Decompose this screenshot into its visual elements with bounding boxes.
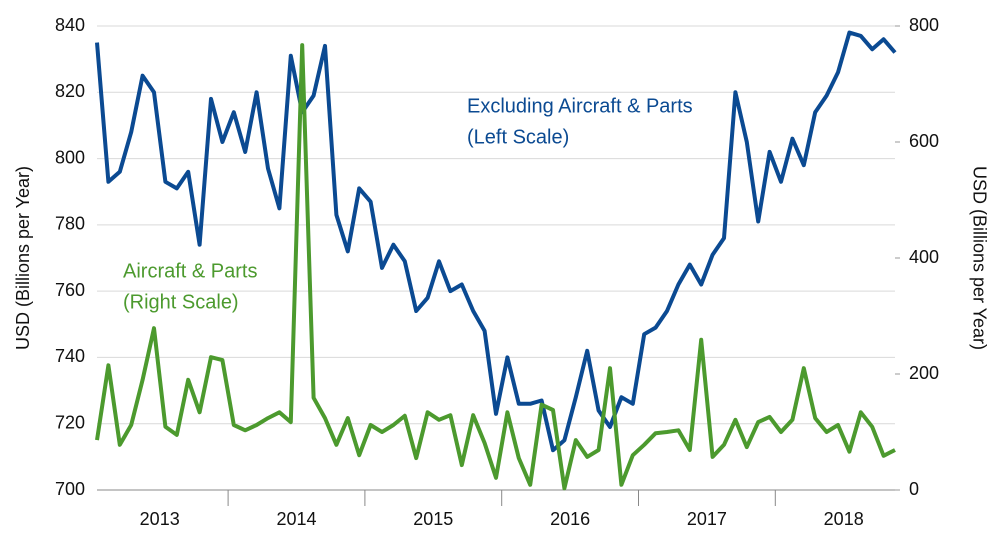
- x-tick-label: 2014: [276, 509, 316, 529]
- y-axis-label: USD (Billions per Year): [13, 166, 33, 350]
- y-tick-label: 840: [55, 15, 85, 35]
- y-tick-label: 800: [55, 147, 85, 167]
- series-annotation: Excluding Aircraft & Parts: [467, 95, 693, 117]
- series-line: [95, 43, 896, 491]
- y-tick-label: 700: [55, 479, 85, 499]
- y2-tick-label: 0: [909, 479, 919, 499]
- series-annotation: (Right Scale): [123, 291, 239, 313]
- y-tick-label: 820: [55, 81, 85, 101]
- y2-tick-label: 600: [909, 131, 939, 151]
- y-tick-label: 740: [55, 346, 85, 366]
- y-tick-label: 720: [55, 412, 85, 432]
- x-tick-label: 2018: [824, 509, 864, 529]
- series-annotation: (Left Scale): [467, 126, 569, 148]
- y-tick-label: 780: [55, 214, 85, 234]
- x-tick-label: 2017: [687, 509, 727, 529]
- y2-tick-label: 200: [909, 363, 939, 383]
- x-tick-label: 2013: [140, 509, 180, 529]
- x-tick-label: 2015: [413, 509, 453, 529]
- y2-axis-label: USD (Billions per Year): [969, 166, 989, 350]
- y2-tick-label: 800: [909, 15, 939, 35]
- x-tick-label: 2016: [550, 509, 590, 529]
- y-tick-label: 760: [55, 280, 85, 300]
- series-annotation: Aircraft & Parts: [123, 260, 257, 282]
- y2-tick-label: 400: [909, 247, 939, 267]
- series-line: [95, 30, 897, 453]
